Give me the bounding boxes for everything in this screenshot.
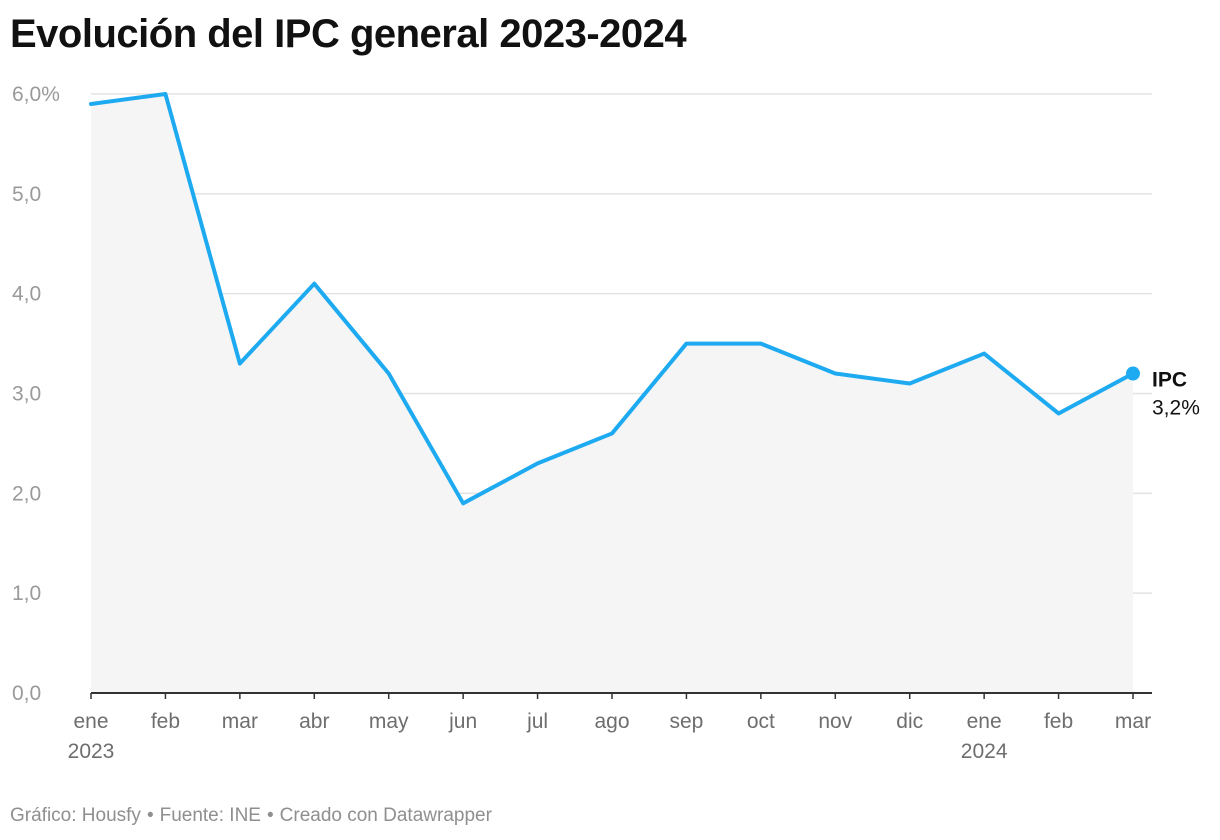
x-tick-label: feb: [1044, 710, 1073, 733]
x-tick-label: 2023: [68, 740, 115, 763]
x-tick-label: sep: [669, 710, 703, 733]
ipc-data-point: [536, 461, 540, 465]
footer-separator: •: [266, 805, 274, 826]
chart-footer: Gráfico: Housfy • Fuente: INE • Creado con D…: [10, 805, 492, 827]
x-tick-label: ago: [594, 710, 629, 733]
ipc-data-point: [1057, 411, 1061, 415]
x-tick-label: jun: [448, 710, 477, 733]
y-tick-label: 5,0: [12, 183, 41, 206]
y-tick-label: 3,0: [12, 383, 41, 406]
ipc-data-point: [163, 92, 167, 96]
x-tick-label: abr: [299, 710, 329, 733]
ipc-data-point: [387, 372, 391, 376]
chart-title: Evolución del IPC general 2023-2024: [10, 12, 687, 56]
y-tick-label: 0,0: [12, 682, 41, 705]
x-tick-label: mar: [222, 710, 258, 733]
ipc-data-point: [312, 282, 316, 286]
ipc-data-point: [684, 342, 688, 346]
x-tick-label: 2024: [961, 740, 1008, 763]
chart-tool-credit: Creado con Datawrapper: [279, 805, 492, 826]
x-tick-label: feb: [151, 710, 180, 733]
line-chart: 0,0 1,0 2,0 3,0 4,0 5,0 6,0% ene 2023 feb mar abr m…: [12, 83, 1200, 763]
x-tick-label: ene: [73, 710, 108, 733]
ipc-data-point: [461, 501, 465, 505]
y-tick-label: 1,0: [12, 582, 41, 605]
chart-credit: Gráfico: Housfy: [10, 805, 141, 826]
x-tick-label: oct: [747, 710, 775, 733]
ipc-data-point: [982, 352, 986, 356]
ipc-data-point: [610, 431, 614, 435]
x-tick-label: mar: [1115, 710, 1151, 733]
ipc-end-marker: [1126, 366, 1140, 381]
ipc-data-point: [89, 102, 93, 106]
y-axis-ticks: 0,0 1,0 2,0 3,0 4,0 5,0 6,0%: [12, 83, 60, 705]
chart-source: Fuente: INE: [159, 805, 261, 826]
x-tick-label: jul: [526, 710, 548, 733]
x-tick-label: nov: [818, 710, 852, 733]
ipc-series-label: IPC: [1152, 369, 1187, 392]
ipc-data-point: [238, 362, 242, 366]
ipc-data-point: [759, 342, 763, 346]
ipc-series-line: [89, 92, 1135, 506]
x-tick-label: may: [369, 710, 409, 733]
y-tick-label: 6,0%: [12, 83, 60, 106]
x-tick-label: ene: [967, 710, 1002, 733]
ipc-data-point: [908, 382, 912, 386]
x-axis-ticks: ene 2023 feb mar abr may jun jul ago sep oct nov dic…: [68, 693, 1151, 763]
footer-separator: •: [146, 805, 154, 826]
y-tick-label: 2,0: [12, 482, 41, 505]
x-tick-label: dic: [896, 710, 923, 733]
y-tick-label: 4,0: [12, 283, 41, 306]
ipc-area-fill: [91, 94, 1133, 693]
ipc-last-value-label: 3,2%: [1152, 397, 1200, 420]
ipc-data-point: [833, 372, 837, 376]
